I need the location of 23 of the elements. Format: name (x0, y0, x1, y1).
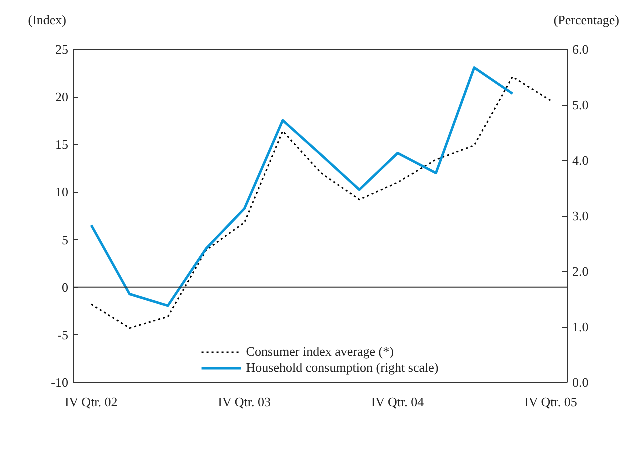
x-tick-label: IV Qtr. 02 (64, 394, 118, 410)
y2-tick-label: 3.0 (572, 208, 589, 224)
x-tick-label: IV Qtr. 05 (524, 394, 578, 410)
y-tick-label: 20 (56, 90, 68, 105)
legend-label: Household consumption (right scale) (246, 360, 439, 376)
y2-axis-title: (Percentage) (554, 12, 620, 28)
y2-tick-label: 2.0 (572, 264, 589, 279)
y-tick-label: 25 (56, 42, 68, 57)
y-tick-label: 10 (56, 184, 68, 200)
y2-tick-label: 6.0 (572, 42, 589, 57)
y2-tick-label: 5.0 (572, 98, 589, 112)
x-tick-label: IV Qtr. 04 (371, 394, 425, 410)
y-tick-label: 15 (56, 137, 68, 152)
y2-tick-label: 0.0 (572, 375, 589, 390)
x-tick-label: IV Qtr. 03 (218, 394, 271, 410)
y2-tick-label: 4.0 (572, 153, 589, 168)
y-tick-label: -5 (58, 327, 69, 342)
y-tick-label: -10 (51, 375, 69, 390)
y-axis-title: (Index) (28, 12, 67, 28)
legend-label: Consumer index average (*) (246, 344, 394, 360)
y-tick-label: 5 (62, 232, 68, 248)
y-tick-label: 0 (62, 280, 68, 295)
y2-tick-label: 1.0 (572, 320, 589, 334)
